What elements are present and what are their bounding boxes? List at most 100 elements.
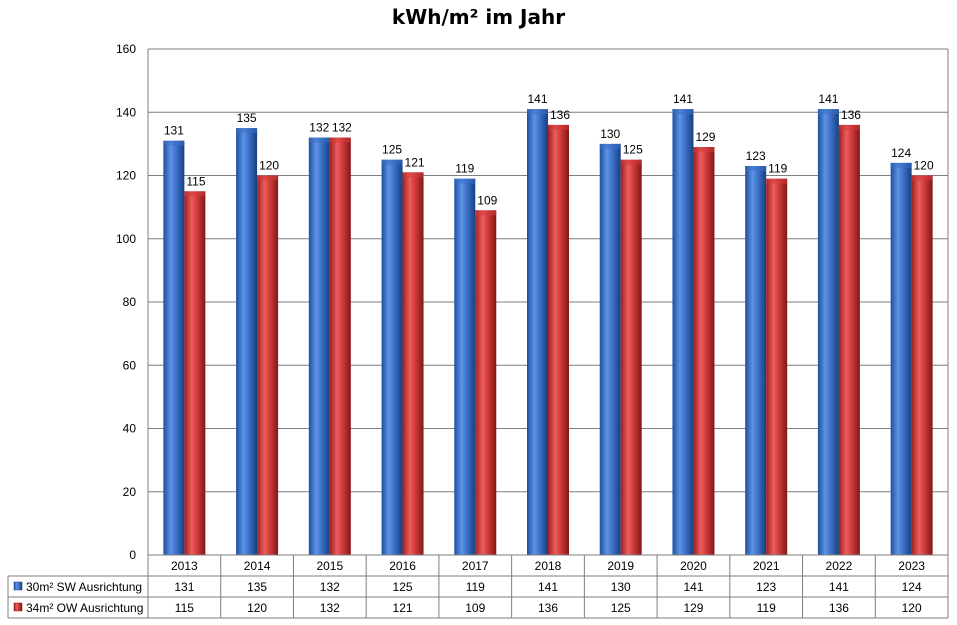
y-tick-label: 40 bbox=[123, 422, 137, 436]
data-table: 2013 2014 2015 2016 2017 2018 2019 2020 2021 2022… bbox=[7, 554, 949, 619]
table-cell: 124 bbox=[902, 580, 922, 594]
y-tick-label: 120 bbox=[116, 169, 136, 183]
data-label: 136 bbox=[550, 108, 570, 122]
data-label: 141 bbox=[818, 92, 838, 106]
table-cell: 141 bbox=[829, 580, 849, 594]
bar-cap bbox=[599, 143, 621, 149]
data-label: 129 bbox=[695, 130, 715, 144]
table-cell: 120 bbox=[902, 601, 922, 615]
table-cell: 123 bbox=[756, 580, 776, 594]
bar-series-2 bbox=[402, 172, 424, 555]
data-label: 141 bbox=[527, 92, 547, 106]
x-tick-label: 2022 bbox=[826, 559, 853, 573]
bar-cap bbox=[381, 159, 403, 165]
y-tick-label: 0 bbox=[129, 548, 136, 562]
data-labels: 131 135 132 125 119 141 130 141 123 141 124 115 120 1… bbox=[164, 92, 934, 207]
bar-cap bbox=[620, 159, 642, 165]
data-label: 132 bbox=[332, 121, 352, 135]
bar-series-1 bbox=[599, 143, 621, 555]
data-label: 115 bbox=[186, 174, 205, 188]
bar-cap bbox=[454, 178, 476, 184]
table-cell: 141 bbox=[683, 580, 703, 594]
bar-cap bbox=[672, 109, 694, 115]
y-tick-label: 80 bbox=[123, 295, 137, 309]
table-cell: 121 bbox=[393, 601, 413, 615]
data-label: 119 bbox=[455, 162, 474, 176]
bar-cap bbox=[766, 178, 788, 184]
bar-series-1 bbox=[236, 128, 258, 555]
data-label: 131 bbox=[164, 124, 184, 138]
data-label: 130 bbox=[600, 127, 620, 141]
data-label: 125 bbox=[382, 143, 402, 157]
legend-key bbox=[13, 581, 23, 591]
y-tick-label: 60 bbox=[123, 358, 137, 372]
table-cell: 131 bbox=[174, 580, 194, 594]
bar-series-2 bbox=[766, 178, 788, 555]
bar-cap bbox=[163, 140, 185, 146]
bar-series-2 bbox=[257, 175, 279, 555]
legend-key bbox=[13, 602, 23, 612]
bar-cap bbox=[693, 147, 715, 153]
data-label: 123 bbox=[746, 149, 766, 163]
table-cell: 115 bbox=[175, 601, 194, 615]
data-label: 125 bbox=[623, 143, 643, 157]
y-axis: 0 20 40 60 80 100 120 140 160 bbox=[116, 42, 949, 562]
bar-cap bbox=[184, 191, 206, 197]
bar-cap bbox=[329, 137, 351, 143]
chart-title: kWh/m² im Jahr bbox=[391, 5, 566, 29]
bar-series-2 bbox=[620, 159, 642, 555]
bar-series-2 bbox=[693, 147, 715, 555]
bar-series-1 bbox=[527, 109, 548, 556]
y-tick-label: 160 bbox=[116, 42, 136, 56]
bar-cap bbox=[890, 162, 912, 168]
data-label: 121 bbox=[405, 155, 425, 169]
table-cell: 135 bbox=[247, 580, 267, 594]
data-label: 135 bbox=[237, 111, 257, 125]
data-label: 132 bbox=[309, 121, 329, 135]
bar-series-1 bbox=[817, 109, 839, 556]
x-tick-label: 2019 bbox=[607, 559, 634, 573]
data-label: 136 bbox=[841, 108, 861, 122]
bar-series-1 bbox=[308, 137, 330, 556]
table-cell: 109 bbox=[465, 601, 485, 615]
bar-series-2 bbox=[548, 124, 569, 556]
bar-cap bbox=[236, 128, 258, 134]
x-tick-label: 2020 bbox=[680, 559, 707, 573]
table-cell: 129 bbox=[683, 601, 703, 615]
y-tick-label: 140 bbox=[116, 105, 136, 119]
data-label: 141 bbox=[673, 92, 693, 106]
legend-label: 30m² SW Ausrichtung bbox=[26, 580, 142, 594]
table-cell: 132 bbox=[320, 601, 340, 615]
table-cell: 132 bbox=[320, 580, 340, 594]
x-tick-label: 2015 bbox=[316, 559, 343, 573]
bar-cap bbox=[527, 109, 548, 115]
bar-cap bbox=[402, 172, 424, 178]
y-tick-label: 20 bbox=[123, 485, 137, 499]
table-cell: 119 bbox=[757, 601, 776, 615]
bar-cap bbox=[817, 109, 839, 115]
data-label: 120 bbox=[259, 159, 279, 173]
y-tick-label: 100 bbox=[116, 232, 136, 246]
bar-cap bbox=[911, 175, 933, 181]
legend-label: 34m² OW Ausrichtung bbox=[26, 601, 143, 615]
x-tick-label: 2018 bbox=[535, 559, 562, 573]
table-cell: 125 bbox=[393, 580, 413, 594]
x-tick-label: 2021 bbox=[753, 559, 780, 573]
data-label: 120 bbox=[914, 159, 934, 173]
table-cell: 136 bbox=[829, 601, 849, 615]
data-label: 124 bbox=[891, 146, 911, 160]
bar-cap bbox=[257, 175, 279, 181]
bar-series-1 bbox=[672, 109, 694, 556]
bar-cap bbox=[548, 124, 569, 130]
bar-series-1 bbox=[454, 178, 476, 555]
x-tick-label: 2016 bbox=[389, 559, 416, 573]
bar-series-2 bbox=[838, 124, 860, 556]
bars bbox=[163, 109, 933, 556]
table-cell: 125 bbox=[611, 601, 631, 615]
table-cell: 136 bbox=[538, 601, 558, 615]
bar-series-2 bbox=[184, 191, 206, 555]
bar-series-2 bbox=[911, 175, 933, 555]
bar-series-1 bbox=[381, 159, 403, 555]
x-tick-label: 2013 bbox=[171, 559, 198, 573]
